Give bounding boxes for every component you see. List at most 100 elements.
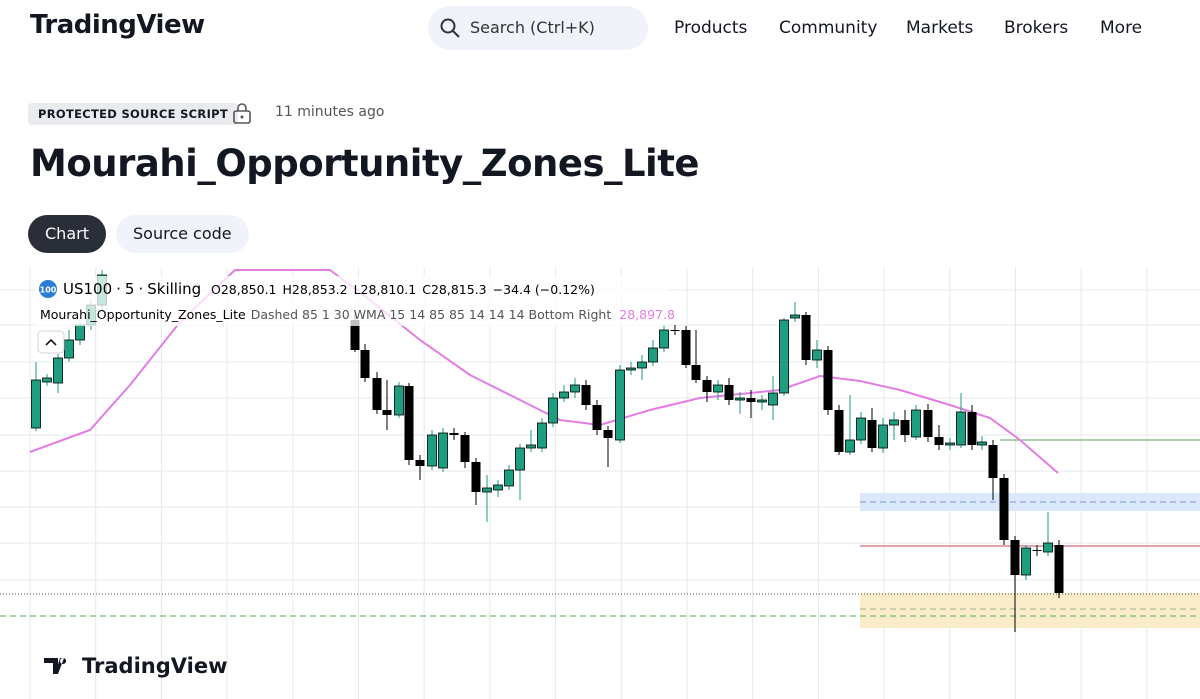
- candle: [768, 376, 778, 420]
- logo-text: TradingView: [30, 10, 205, 40]
- indicator-legend: Mourahi_Opportunity_Zones_Lite Dashed 85 …: [40, 307, 675, 322]
- candle: [934, 425, 944, 450]
- nav-item[interactable]: Markets: [906, 18, 974, 38]
- symbol-icon: [39, 280, 57, 298]
- interval: 5: [125, 280, 135, 298]
- candle-body: [801, 315, 811, 360]
- candle-body: [615, 369, 625, 441]
- nav-item[interactable]: More: [1100, 18, 1143, 38]
- candle-body: [746, 398, 756, 402]
- candle: [801, 312, 811, 365]
- candle: [438, 428, 448, 472]
- logo[interactable]: TradingView: [30, 10, 205, 40]
- candle: [493, 480, 503, 497]
- search-box[interactable]: Search (Ctrl+K): [428, 6, 648, 50]
- candle-body: [900, 420, 910, 435]
- candle-body: [394, 385, 404, 416]
- candle: [911, 405, 921, 440]
- candle: [823, 346, 833, 415]
- lock-icon: [233, 103, 251, 124]
- candle: [482, 475, 492, 522]
- candle-body: [382, 410, 392, 415]
- candle: [1043, 512, 1053, 556]
- ohlc-value: C28,815.3: [422, 282, 486, 297]
- candle-body: [493, 484, 503, 491]
- candle: [382, 380, 392, 430]
- watermark: TradingView: [44, 654, 227, 678]
- candle: [670, 325, 680, 335]
- candle-body: [592, 405, 602, 430]
- tab-chart[interactable]: Chart: [28, 215, 106, 253]
- candle: [581, 380, 591, 410]
- candle: [812, 340, 822, 368]
- candle: [42, 374, 52, 386]
- candle: [537, 418, 547, 452]
- candle: [967, 405, 977, 450]
- candle-body: [75, 324, 85, 341]
- candle-body: [845, 439, 855, 453]
- candle-body: [670, 330, 680, 331]
- indicator-settings: Dashed 85 1 30 WMA 15 14 85 85 14 14 14 …: [251, 307, 612, 322]
- candle-body: [526, 444, 536, 449]
- collapse-button[interactable]: [37, 330, 65, 354]
- candle: [648, 340, 658, 366]
- ohlc-value: H28,853.2: [283, 282, 348, 297]
- candle-body: [977, 441, 987, 446]
- watermark-text: TradingView: [82, 654, 227, 678]
- candle: [603, 426, 613, 467]
- candle: [889, 412, 899, 440]
- candle-body: [889, 419, 899, 426]
- candle-body: [637, 361, 647, 369]
- candle-body: [372, 378, 382, 410]
- candle: [757, 395, 767, 410]
- candle: [659, 325, 669, 352]
- candle: [681, 326, 691, 368]
- indicator-name: Mourahi_Opportunity_Zones_Lite: [40, 307, 246, 322]
- candle: [900, 410, 910, 442]
- candle-body: [504, 469, 514, 487]
- tab-source[interactable]: Source code: [116, 215, 249, 253]
- candle: [988, 440, 998, 500]
- candle-body: [53, 357, 63, 384]
- candle-body: [31, 379, 41, 429]
- separator-dot: ·: [138, 280, 143, 298]
- candle-body: [867, 420, 877, 448]
- candle: [526, 430, 536, 452]
- candle: [570, 378, 580, 398]
- candle-body: [460, 435, 470, 462]
- candle-body: [537, 422, 547, 449]
- candle-body: [878, 424, 888, 449]
- indicator-value: 28,897.8: [619, 307, 675, 322]
- candle-body: [713, 384, 723, 393]
- candle: [404, 383, 414, 465]
- candle: [1032, 545, 1042, 556]
- nav-item[interactable]: Community: [779, 18, 878, 38]
- candle: [1054, 540, 1064, 598]
- candle: [360, 344, 370, 382]
- candle: [999, 474, 1009, 545]
- candle: [956, 393, 966, 448]
- candle-body: [834, 410, 844, 452]
- legend-bg: [36, 276, 668, 326]
- candle: [504, 465, 514, 490]
- candle: [845, 395, 855, 455]
- candle-body: [570, 384, 580, 393]
- nav-item[interactable]: Products: [674, 18, 748, 38]
- candle: [626, 362, 636, 375]
- candle-body: [956, 411, 966, 446]
- candle: [790, 302, 800, 322]
- candle-body: [659, 329, 669, 349]
- candle-body: [603, 430, 613, 438]
- candle: [713, 380, 723, 400]
- symbol: US100: [63, 280, 112, 298]
- candle: [515, 444, 525, 500]
- candle-body: [702, 380, 712, 392]
- candle: [615, 365, 625, 443]
- search-placeholder: Search (Ctrl+K): [470, 18, 595, 37]
- timestamp: 11 minutes ago: [275, 104, 385, 120]
- watermark-icon: [44, 658, 67, 674]
- candle: [867, 408, 877, 452]
- candle-body: [1054, 545, 1064, 593]
- nav-item[interactable]: Brokers: [1004, 18, 1069, 38]
